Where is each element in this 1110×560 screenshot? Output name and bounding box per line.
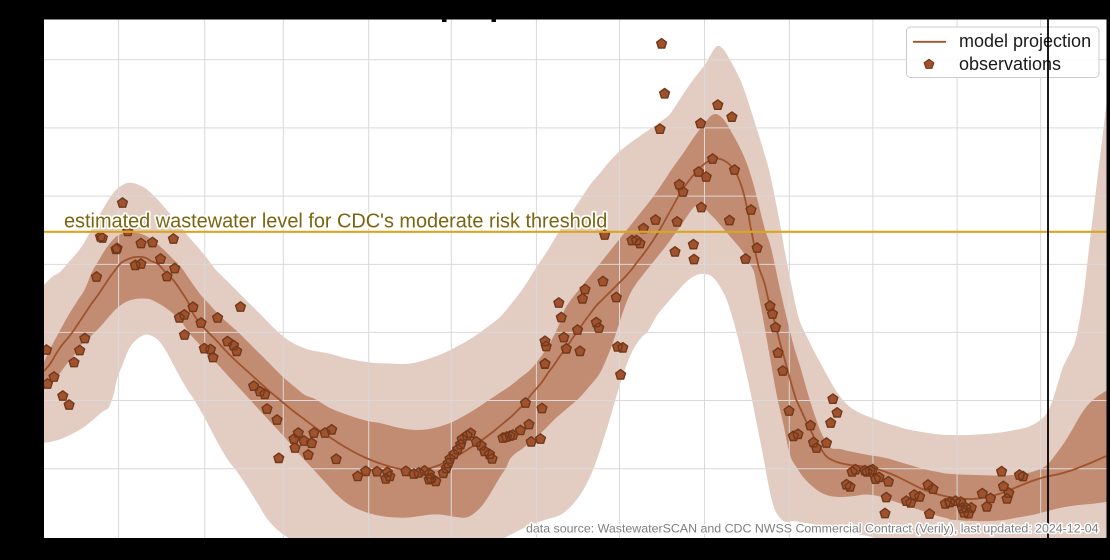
svg-text:model projection: model projection xyxy=(959,31,1091,51)
svg-text:estimated wastewater level for: estimated wastewater level for CDC's mod… xyxy=(64,211,607,233)
svg-text:observations: observations xyxy=(959,54,1061,74)
svg-text:data source: WastewaterSCAN an: data source: WastewaterSCAN and CDC NWSS… xyxy=(526,521,1099,535)
